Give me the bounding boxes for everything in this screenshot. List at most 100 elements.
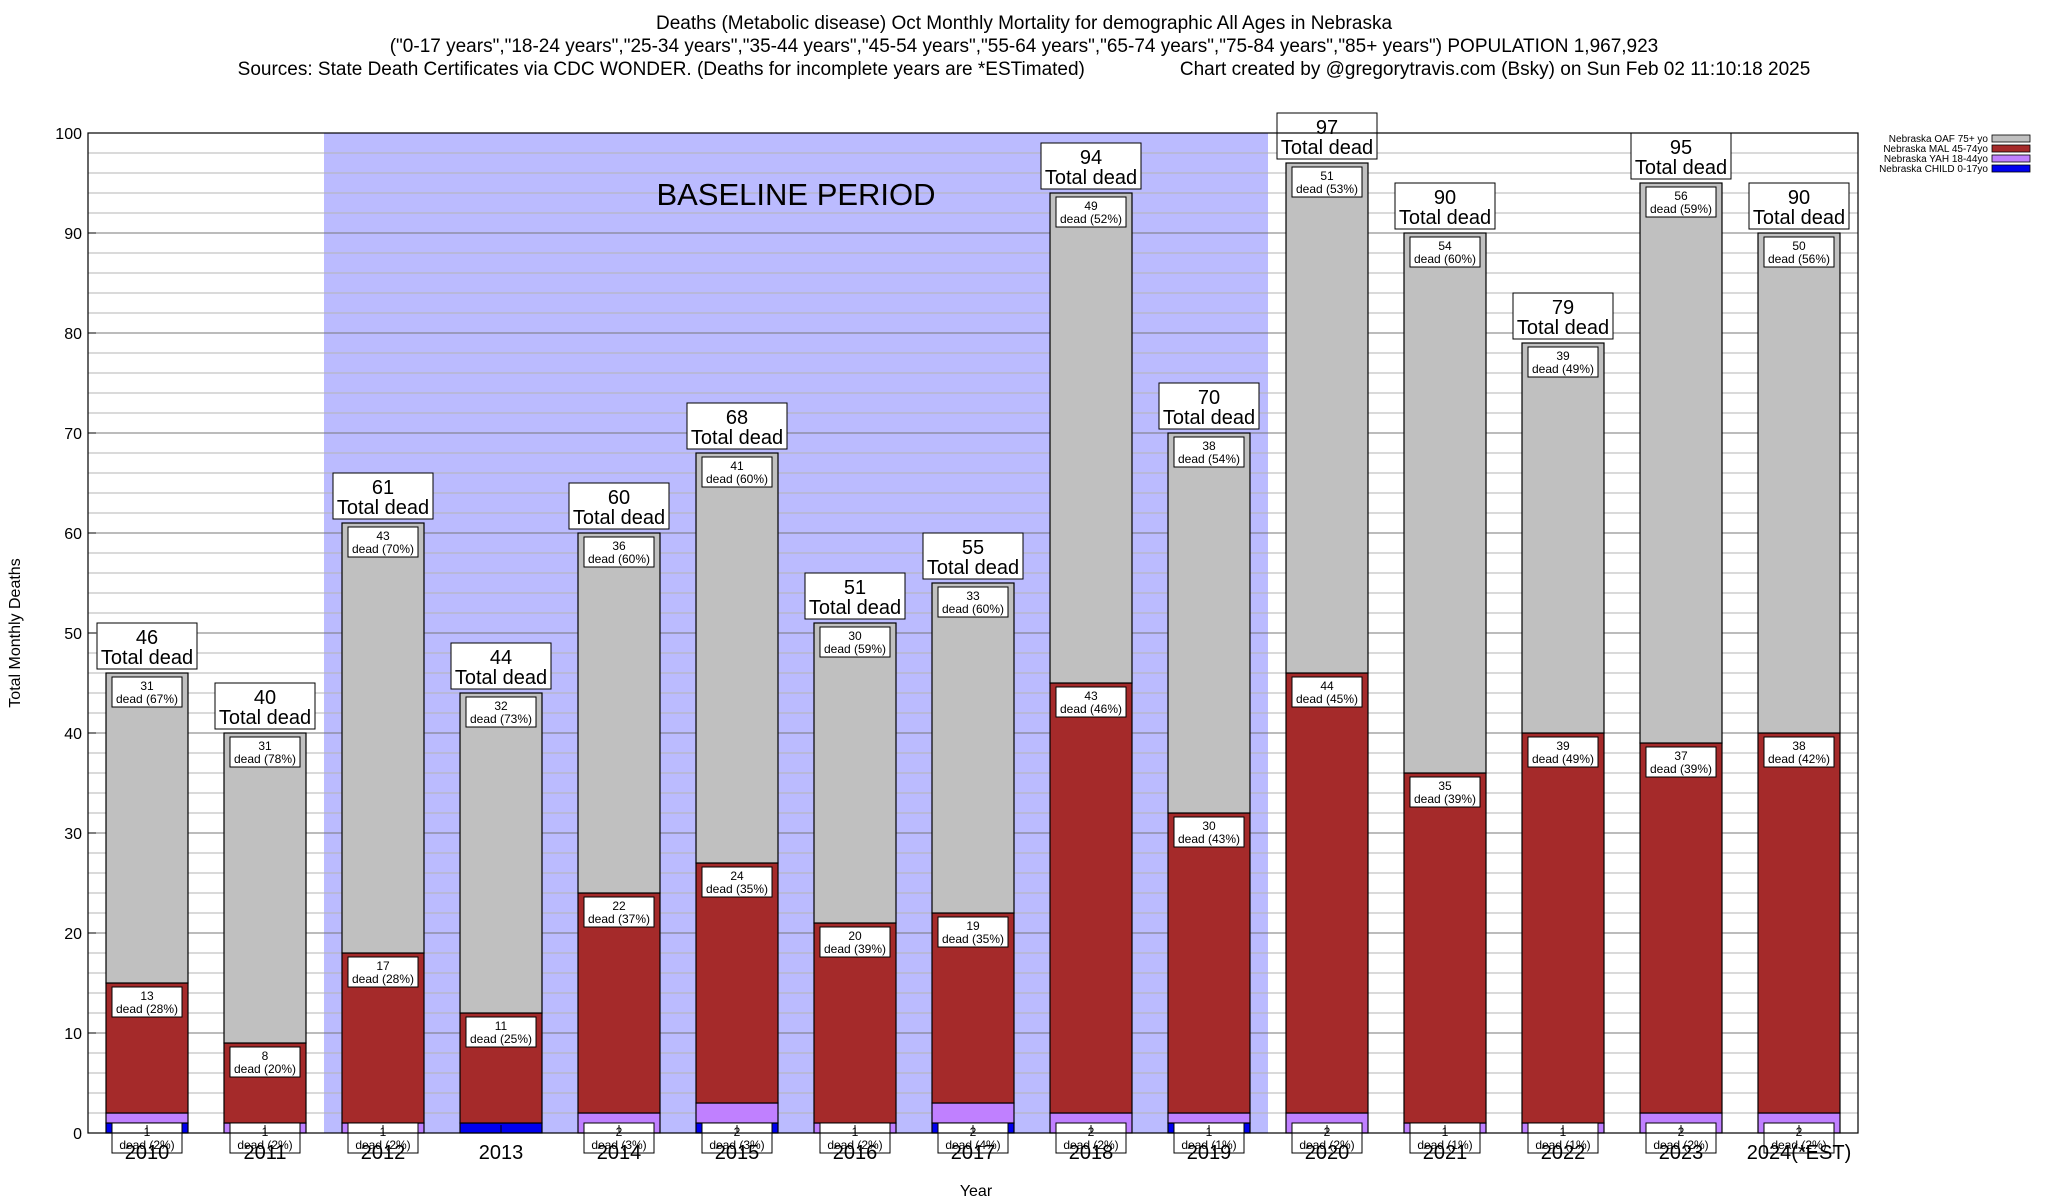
segment-percent-label: dead (4%) xyxy=(945,1138,1000,1152)
y-tick-label: 30 xyxy=(64,826,82,843)
segment-label-box xyxy=(347,1122,419,1154)
bar-segment xyxy=(695,452,779,864)
segment-label-box xyxy=(1527,736,1599,768)
total-caption-label: Total dead xyxy=(1281,137,1373,159)
bar-segment xyxy=(1167,812,1251,1114)
total-caption-label: Total dead xyxy=(809,597,901,619)
total-label-box xyxy=(450,642,552,690)
segment-value-label: 51 xyxy=(1320,169,1334,183)
total-value-label: 44 xyxy=(490,647,512,669)
x-tick-label: 2023 xyxy=(1659,1142,1704,1164)
total-caption-label: Total dead xyxy=(1517,317,1609,339)
total-value-label: 70 xyxy=(1198,387,1220,409)
bar-segment xyxy=(577,892,661,1114)
total-value-label: 68 xyxy=(726,407,748,429)
total-label-box xyxy=(686,402,788,450)
x-tick-label: 2013 xyxy=(479,1142,524,1164)
segment-label-box xyxy=(583,1122,655,1154)
legend-swatch xyxy=(1991,144,2031,153)
segment-value-label: 8 xyxy=(262,1049,269,1063)
legend-swatch xyxy=(1991,154,2031,163)
bar-segment xyxy=(1049,192,1133,684)
total-caption-label: Total dead xyxy=(1753,207,1845,229)
segment-value-label: 22 xyxy=(612,899,626,913)
segment-percent-label: dead (60%) xyxy=(942,602,1004,616)
segment-percent-label: dead (25%) xyxy=(470,1032,532,1046)
segment-value-label: 30 xyxy=(1202,819,1216,833)
segment-percent-label: dead (2%) xyxy=(1063,1138,1118,1152)
segment-label-box xyxy=(1291,676,1363,708)
x-tick-label: 2016 xyxy=(833,1142,878,1164)
segment-value-label: 33 xyxy=(966,589,980,603)
segment-percent-label: dead (2%) xyxy=(827,1138,882,1152)
segment-value-label: 39 xyxy=(1556,349,1570,363)
segment-percent-label: dead (59%) xyxy=(1650,202,1712,216)
legend-label: Nebraska CHILD 0-17yo xyxy=(1879,164,1988,175)
segment-percent-label: dead (60%) xyxy=(706,472,768,486)
total-value-label: 55 xyxy=(962,537,984,559)
segment-value-label: 32 xyxy=(494,699,508,713)
x-tick-label: 2015 xyxy=(715,1142,760,1164)
segment-percent-label: dead (39%) xyxy=(824,942,886,956)
x-tick-label: 2010 xyxy=(125,1142,170,1164)
y-tick-label: 100 xyxy=(55,126,82,143)
segment-label-box xyxy=(1763,736,1835,768)
segment-label-box xyxy=(347,956,419,988)
x-tick-label: 2019 xyxy=(1187,1142,1232,1164)
y-tick-label: 60 xyxy=(64,526,82,543)
segment-value-label: 38 xyxy=(1202,439,1216,453)
segment-label-box xyxy=(583,896,655,928)
segment-percent-label: dead (49%) xyxy=(1532,752,1594,766)
total-caption-label: Total dead xyxy=(101,647,193,669)
x-tick-label: 2024(*EST) xyxy=(1747,1142,1852,1164)
segment-percent-label: dead (20%) xyxy=(234,1062,296,1076)
baseline-period-label: BASELINE PERIOD xyxy=(656,177,935,212)
segment-label-box xyxy=(229,1046,301,1078)
segment-value-label: 11 xyxy=(495,1019,508,1033)
segment-percent-label: dead (3%) xyxy=(591,1138,646,1152)
total-label-box xyxy=(1512,292,1614,340)
x-tick-label: 2018 xyxy=(1069,1142,1114,1164)
legend-label: Nebraska MAL 45-74yo xyxy=(1883,144,1988,155)
total-label-box xyxy=(1630,132,1732,180)
chart-sources-line: Sources: State Death Certificates via CD… xyxy=(0,58,2048,81)
x-axis-title: Year xyxy=(960,1183,993,1200)
bar-segment xyxy=(1757,232,1841,734)
segment-label-box xyxy=(937,586,1009,618)
bar-segment xyxy=(931,1102,1015,1124)
segment-value-label: 24 xyxy=(730,869,744,883)
bar-segment xyxy=(931,582,1015,914)
segment-percent-label: dead (54%) xyxy=(1178,452,1240,466)
total-caption-label: Total dead xyxy=(1399,207,1491,229)
segment-value-label: 44 xyxy=(1320,679,1334,693)
segment-percent-label: dead (43%) xyxy=(1178,832,1240,846)
segment-value-label: 20 xyxy=(848,929,862,943)
segment-percent-label: dead (49%) xyxy=(1532,362,1594,376)
segment-percent-label: dead (2%) xyxy=(1299,1138,1354,1152)
bar-segment xyxy=(1167,432,1251,814)
chart-header: Deaths (Metabolic disease) Oct Monthly M… xyxy=(0,12,2048,81)
segment-label-box xyxy=(1763,236,1835,268)
x-tick-label: 2017 xyxy=(951,1142,996,1164)
segment-percent-label: dead (2%) xyxy=(237,1138,292,1152)
total-label-box xyxy=(1748,182,1850,230)
bar-segment xyxy=(695,862,779,1104)
total-caption-label: Total dead xyxy=(337,497,429,519)
y-axis-title: Total Monthly Deaths xyxy=(7,558,24,707)
total-label-box xyxy=(332,472,434,520)
chart-title: Deaths (Metabolic disease) Oct Monthly M… xyxy=(655,13,1393,34)
segment-percent-label: dead (60%) xyxy=(588,552,650,566)
total-label-box xyxy=(568,482,670,530)
segment-label-box xyxy=(1645,746,1717,778)
segment-value-label: 36 xyxy=(612,539,626,553)
segment-percent-label: dead (28%) xyxy=(116,1002,178,1016)
segment-value-label: 43 xyxy=(376,529,390,543)
bar-segment xyxy=(1403,772,1487,1124)
segment-percent-label: dead (53%) xyxy=(1296,182,1358,196)
segment-label-box xyxy=(1173,436,1245,468)
segment-value-label: 31 xyxy=(258,739,272,753)
segment-value-label: 19 xyxy=(966,919,980,933)
total-label-box xyxy=(1394,182,1496,230)
bar-segment xyxy=(459,692,543,1014)
